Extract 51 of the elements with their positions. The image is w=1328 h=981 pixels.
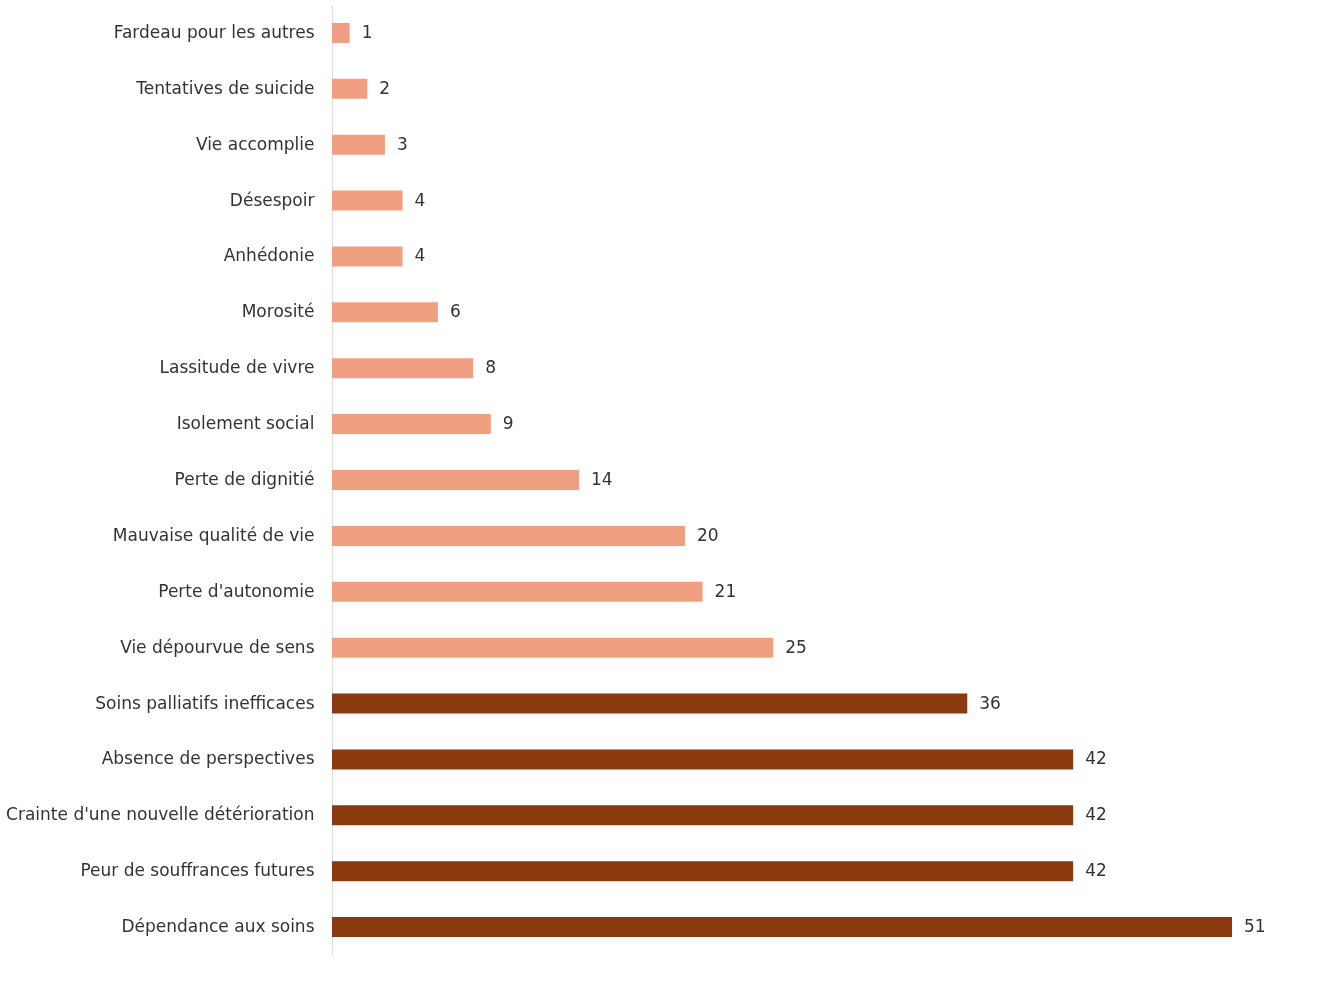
y-tick-label: Isolement social bbox=[176, 413, 315, 434]
y-tick-label: Vie accomplie bbox=[195, 133, 315, 154]
y-tick-label: Lassitude de vivre bbox=[159, 357, 315, 378]
y-tick-label: Anhédonie bbox=[223, 245, 315, 266]
data-label: 4 bbox=[414, 245, 426, 266]
bar bbox=[332, 917, 1232, 938]
bar bbox=[332, 134, 385, 155]
y-tick-label: Perte d'autonomie bbox=[158, 580, 315, 601]
data-label: 9 bbox=[502, 413, 514, 434]
y-tick-label: Morosité bbox=[241, 301, 315, 322]
bar bbox=[332, 637, 774, 658]
data-label: 6 bbox=[449, 301, 461, 322]
data-label: 20 bbox=[696, 524, 719, 545]
bar bbox=[332, 693, 968, 714]
data-label: 42 bbox=[1085, 748, 1107, 769]
bar bbox=[332, 246, 403, 267]
y-tick-label: Soins palliatifs inefficaces bbox=[95, 692, 315, 713]
data-label: 21 bbox=[714, 580, 737, 601]
bar bbox=[332, 805, 1074, 826]
bar bbox=[332, 358, 474, 379]
y-tick-label: Fardeau pour les autres bbox=[113, 21, 315, 42]
bar bbox=[332, 581, 703, 602]
bar bbox=[332, 861, 1074, 882]
data-label: 4 bbox=[414, 189, 426, 210]
y-tick-label: Crainte d'une nouvelle détérioration bbox=[6, 804, 315, 825]
y-tick-label: Vie dépourvue de sens bbox=[120, 636, 315, 657]
data-label: 3 bbox=[396, 133, 408, 154]
y-tick-label: Tentatives de suicide bbox=[135, 77, 315, 98]
data-label: 25 bbox=[785, 636, 807, 657]
data-label: 42 bbox=[1085, 860, 1107, 881]
bar bbox=[332, 525, 685, 546]
y-tick-label: Perte de dignitié bbox=[174, 469, 315, 489]
bar bbox=[332, 22, 350, 43]
bar bbox=[332, 749, 1074, 770]
y-tick-label: Absence de perspectives bbox=[101, 748, 315, 769]
bar bbox=[332, 302, 438, 323]
data-label: 8 bbox=[485, 357, 496, 378]
bar bbox=[332, 414, 491, 435]
bar bbox=[332, 470, 580, 490]
data-label: 14 bbox=[591, 469, 613, 489]
data-label: 1 bbox=[361, 21, 373, 42]
y-tick-label: Peur de souffrances futures bbox=[80, 860, 315, 881]
data-label: 51 bbox=[1244, 916, 1266, 937]
data-label: 2 bbox=[379, 77, 391, 98]
y-tick-label: Mauvaise qualité de vie bbox=[112, 524, 315, 545]
y-tick-label: Désespoir bbox=[229, 189, 315, 210]
data-label: 36 bbox=[979, 692, 1001, 713]
y-tick-label: Dépendance aux soins bbox=[121, 916, 315, 937]
data-label: 42 bbox=[1085, 804, 1107, 825]
bar bbox=[332, 78, 368, 99]
bar bbox=[332, 190, 403, 211]
